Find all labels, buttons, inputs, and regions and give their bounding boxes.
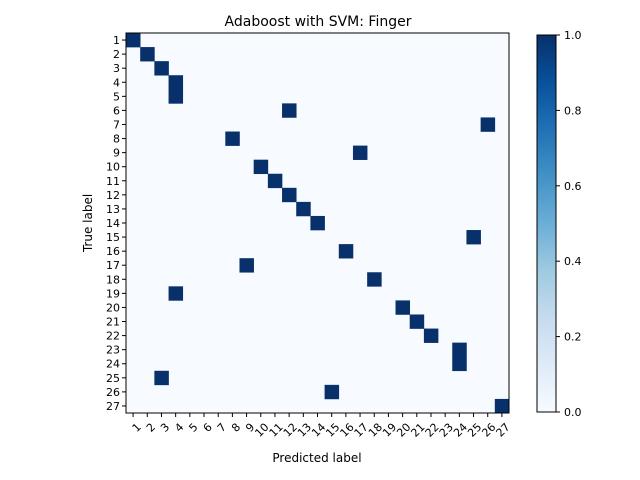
matrix-cell [423,328,439,343]
y-tick-label: 18 [106,273,120,286]
y-tick-labels: 1234567891011121314151617181920212223242… [106,34,126,413]
matrix-cell [480,117,496,132]
matrix-cell [154,61,169,76]
colorbar-tick-label: 0.6 [564,180,582,193]
x-tick-label: 27 [494,421,513,440]
y-tick-label: 6 [113,104,120,117]
y-tick-label: 4 [113,76,120,89]
x-tick-label: 4 [172,421,186,435]
x-tick-label: 7 [215,421,229,435]
y-tick-label: 13 [106,203,120,216]
matrix-cell [168,75,184,90]
x-tick-label: 5 [186,421,200,435]
matrix-cells [126,33,510,414]
y-tick-label: 3 [113,62,120,75]
matrix-cell [338,244,354,259]
colorbar-tick-label: 0.8 [564,104,582,117]
matrix-cell [282,103,297,118]
matrix-cell [126,33,141,48]
matrix-cell [466,230,481,245]
matrix-cell [409,314,425,329]
chart-title: Adaboost with SVM: Finger [225,14,412,30]
matrix-cell [452,356,467,372]
matrix-cell [395,300,411,315]
matrix-cell [154,370,169,386]
y-tick-label: 16 [106,245,120,258]
x-tick-labels: 1 2 3 4 5 6 7 8 91011121314151617181920212223242… [130,413,513,440]
y-tick-label: 10 [106,161,120,174]
y-tick-label: 7 [113,118,120,131]
x-tick-label: 6 [201,421,215,435]
y-tick-label: 25 [106,372,120,385]
colorbar-ticks: 0.0 0.2 0.4 0.6 0.8 1.0 [556,29,582,419]
matrix-cell [239,258,254,273]
x-tick-label: 3 [158,421,172,435]
colorbar-tick-label: 0.0 [564,406,582,419]
colorbar [536,34,557,413]
colorbar-tick-label: 0.2 [564,331,582,344]
matrix-cell [267,173,283,189]
x-axis-label: Predicted label [272,451,361,465]
matrix-cell [296,201,311,217]
matrix-cell [225,131,240,146]
y-tick-label: 14 [106,217,120,230]
matrix-cell [494,398,510,414]
matrix-cell [310,215,325,231]
y-tick-label: 24 [106,358,120,371]
x-tick-label: 2 [144,421,158,435]
matrix-cell [168,89,184,104]
colorbar-tick-label: 1.0 [564,29,582,42]
y-tick-label: 12 [106,189,120,202]
matrix-cell [352,145,368,160]
x-tick-label: 8 [229,421,243,435]
y-tick-label: 22 [106,330,120,343]
matrix-cell [367,272,382,287]
y-tick-label: 20 [106,301,120,314]
y-tick-label: 2 [113,48,120,61]
y-axis-label: True label [81,194,95,253]
y-tick-label: 27 [106,400,120,413]
y-tick-label: 19 [106,287,120,300]
x-tick-label: 1 [130,421,144,435]
matrix-cell [282,187,297,203]
y-tick-label: 15 [106,231,120,244]
y-tick-label: 5 [113,90,120,103]
matrix-cell [324,384,340,400]
y-tick-label: 23 [106,344,120,357]
y-tick-label: 9 [113,147,120,160]
y-tick-label: 11 [106,175,120,188]
colorbar-tick-label: 0.4 [564,255,582,268]
y-tick-label: 17 [106,259,120,272]
matrix-cell [253,159,269,175]
matrix-cell [452,342,467,357]
y-tick-label: 8 [113,133,120,146]
y-tick-label: 26 [106,386,120,399]
matrix-cell [168,286,184,301]
matrix-cell [140,47,155,62]
y-tick-label: 1 [113,34,120,47]
y-tick-label: 21 [106,316,120,329]
